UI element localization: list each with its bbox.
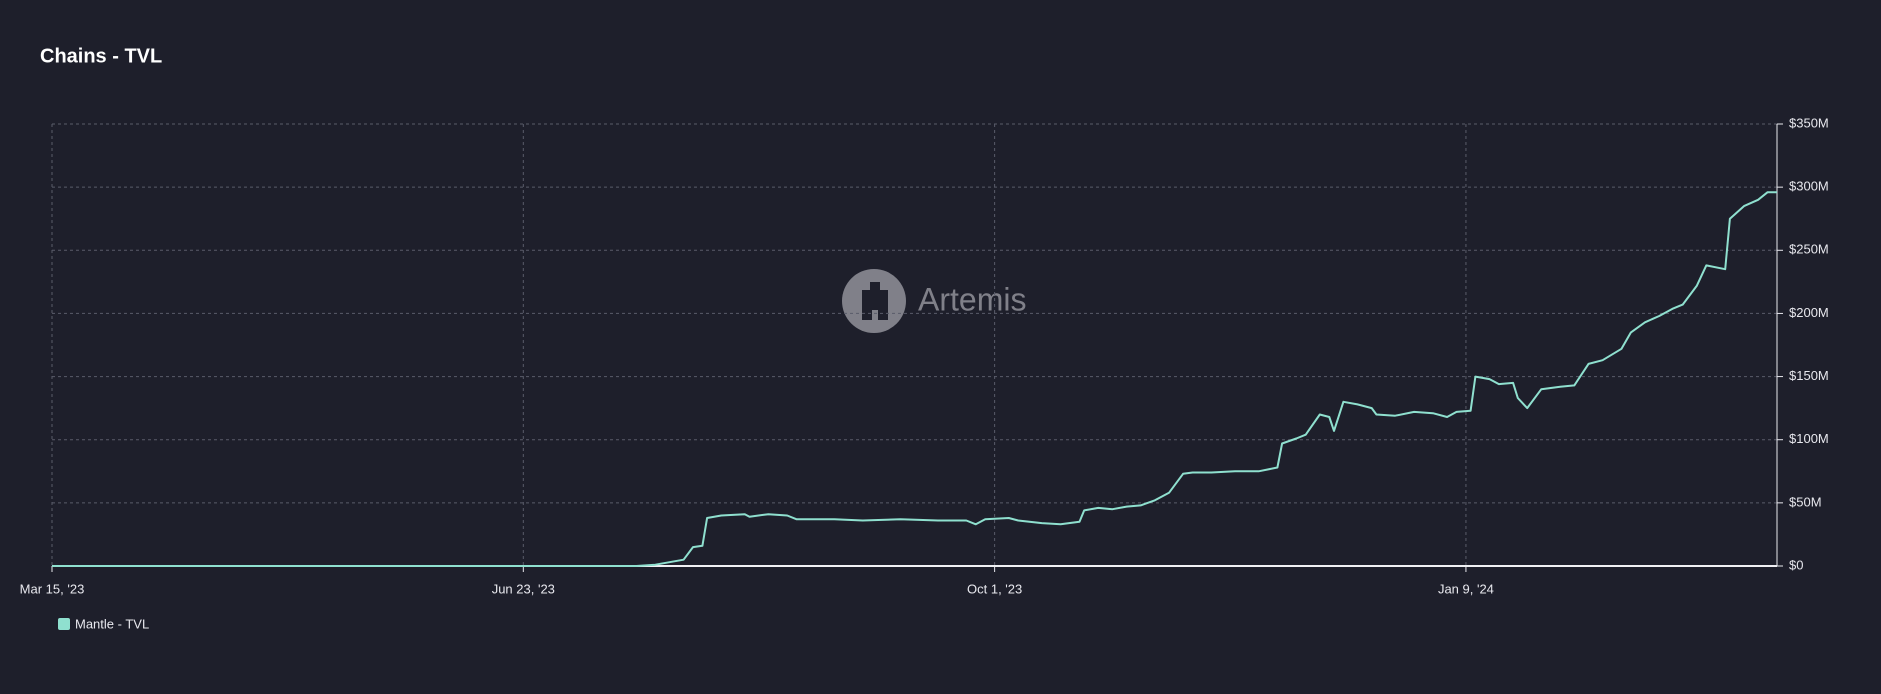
chart-title: Chains - TVL: [40, 45, 162, 67]
y-tick-label: $200M: [1789, 305, 1829, 320]
line: [52, 191, 1777, 567]
y-tick-label: $250M: [1789, 242, 1829, 257]
y-tick-label: $50M: [1789, 494, 1822, 509]
x-tick-label: Mar 15, '23: [20, 581, 85, 596]
legend-swatch: [58, 618, 70, 630]
y-tick-label: $300M: [1789, 179, 1829, 194]
x-tick-label: Jan 9, '24: [1438, 581, 1494, 596]
watermark: Artemis: [842, 269, 1026, 333]
y-tick-label: $100M: [1789, 431, 1829, 446]
watermark-text: Artemis: [918, 281, 1026, 317]
y-tick-label: $350M: [1789, 115, 1829, 130]
y-tick-label: $150M: [1789, 368, 1829, 383]
y-tick-label: $0: [1789, 557, 1803, 572]
legend-label: Mantle - TVL: [75, 616, 149, 631]
watermark-glyph: [862, 282, 888, 320]
x-tick-label: Oct 1, '23: [967, 581, 1022, 596]
x-tick-label: Jun 23, '23: [492, 581, 555, 596]
